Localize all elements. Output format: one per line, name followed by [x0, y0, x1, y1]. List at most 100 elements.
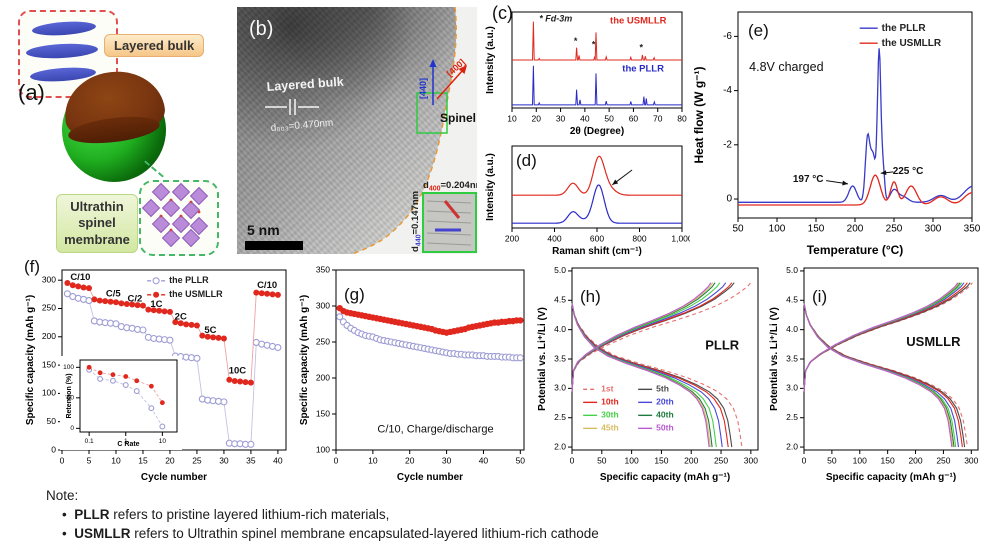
svg-text:40th: 40th: [656, 410, 673, 420]
svg-text:600: 600: [590, 233, 604, 243]
svg-text:-2: -2: [723, 139, 732, 150]
svg-text:50: 50: [827, 455, 837, 465]
svg-text:Potential vs. Li⁺/Li (V): Potential vs. Li⁺/Li (V): [537, 307, 548, 411]
svg-text:30: 30: [556, 113, 566, 123]
svg-text:4.0: 4.0: [786, 324, 798, 334]
spinel-text: Spinel: [440, 111, 476, 125]
svg-text:4.8V charged: 4.8V charged: [749, 60, 823, 74]
svg-text:1st: 1st: [601, 384, 613, 394]
panel-label-h: (h): [580, 287, 601, 306]
svg-text:0: 0: [570, 455, 575, 465]
svg-text:Temperature (°C): Temperature (°C): [807, 243, 904, 257]
svg-text:150: 150: [654, 455, 668, 465]
svg-text:*: *: [574, 36, 578, 46]
panel-a: Layered bulk (a): [4, 4, 234, 256]
svg-text:50: 50: [597, 455, 607, 465]
svg-text:PLLR: PLLR: [705, 338, 740, 353]
svg-text:3.0: 3.0: [786, 383, 798, 393]
svg-text:*: *: [639, 42, 643, 52]
svg-text:225 °C: 225 °C: [893, 166, 924, 177]
svg-text:250: 250: [42, 303, 56, 313]
svg-text:10: 10: [111, 455, 121, 465]
svg-text:60: 60: [629, 113, 639, 123]
svg-text:4.5: 4.5: [554, 295, 566, 305]
panel-label-i: (i): [812, 287, 828, 306]
bullet-icon: •: [62, 507, 67, 522]
svg-text:200: 200: [316, 372, 330, 382]
svg-text:C/2: C/2: [127, 293, 142, 304]
particle-sphere: [60, 66, 168, 182]
svg-text:30th: 30th: [601, 410, 618, 420]
svg-text:45th: 45th: [601, 423, 618, 433]
svg-text:Intensity (a.u.): Intensity (a.u.): [485, 153, 496, 221]
chart-raman: 200 400 600 800 1,000 Raman shift (cm⁻¹) Inten…: [482, 140, 690, 258]
svg-text:2.5: 2.5: [554, 412, 566, 422]
panel-label-c: (c): [492, 3, 513, 23]
svg-text:Cycle number: Cycle number: [141, 472, 207, 483]
svg-text:100: 100: [316, 444, 330, 454]
svg-text:150: 150: [881, 455, 895, 465]
svg-text:5.0: 5.0: [554, 265, 566, 275]
svg-text:50: 50: [67, 395, 75, 402]
svg-text:50: 50: [516, 455, 526, 465]
svg-text:0: 0: [51, 444, 56, 454]
svg-text:* Fd-3m: * Fd-3m: [539, 13, 572, 23]
hrtem-fringes: [426, 200, 472, 246]
note-bullet-1: • PLLR refers to pristine layered lithiu…: [62, 507, 390, 522]
svg-text:3.5: 3.5: [786, 353, 798, 363]
svg-text:197 °C: 197 °C: [793, 174, 824, 185]
svg-text:10: 10: [159, 438, 167, 445]
panel-label-a: (a): [18, 80, 45, 105]
spinel-inset-box: [139, 180, 219, 256]
svg-text:4.0: 4.0: [554, 324, 566, 334]
particle-edge-dashed: [351, 7, 457, 254]
direction-400-arrow: [436, 65, 467, 100]
svg-text:0: 0: [70, 425, 74, 432]
svg-text:300: 300: [316, 300, 330, 310]
note-title: Note:: [46, 488, 79, 503]
svg-text:the USMLLR: the USMLLR: [882, 38, 942, 49]
svg-text:the PLLR: the PLLR: [882, 23, 927, 34]
svg-text:200: 200: [684, 455, 698, 465]
svg-text:5.0: 5.0: [786, 265, 798, 275]
svg-text:100: 100: [42, 388, 56, 398]
svg-text:150: 150: [808, 223, 825, 234]
svg-text:100: 100: [625, 455, 639, 465]
svg-text:3.0: 3.0: [554, 383, 566, 393]
chart-cycling: 0 10 20 30 40 50 100 150 200 250 300 350 Cycle numbe…: [296, 258, 532, 484]
svg-text:C/10: C/10: [70, 272, 90, 283]
svg-text:30: 30: [219, 455, 229, 465]
svg-text:5th: 5th: [656, 384, 669, 394]
svg-text:Heat flow (W g⁻¹): Heat flow (W g⁻¹): [692, 67, 706, 164]
svg-text:40: 40: [479, 455, 489, 465]
svg-text:0: 0: [334, 455, 339, 465]
svg-text:250: 250: [316, 336, 330, 346]
svg-text:1C: 1C: [150, 299, 162, 310]
svg-text:400: 400: [547, 233, 561, 243]
svg-text:2.0: 2.0: [786, 441, 798, 451]
svg-text:100: 100: [63, 364, 74, 371]
chart-dsc: 50 100 150 200 250 300 350 0 -2 -4 -6 Temperature (…: [692, 4, 982, 258]
svg-text:80: 80: [677, 113, 687, 123]
scale-bar: [245, 241, 303, 250]
svg-text:50: 50: [604, 113, 614, 123]
svg-text:Cycle number: Cycle number: [397, 472, 463, 483]
svg-text:C/5: C/5: [106, 288, 122, 299]
svg-text:300: 300: [925, 223, 942, 234]
panel-label-d: (d): [516, 151, 537, 170]
panel-label-f: (f): [24, 257, 41, 276]
svg-text:15: 15: [138, 455, 148, 465]
svg-text:300: 300: [744, 455, 758, 465]
svg-text:3.5: 3.5: [554, 353, 566, 363]
svg-text:C Rate: C Rate: [117, 441, 139, 448]
svg-text:USMLLR: USMLLR: [906, 334, 961, 349]
direction-440-arrow: [429, 59, 437, 105]
svg-text:Specific capacity (mAh g⁻¹): Specific capacity (mAh g⁻¹): [600, 472, 730, 483]
svg-text:4.5: 4.5: [786, 295, 798, 305]
svg-text:50: 50: [732, 223, 744, 234]
svg-text:250: 250: [936, 455, 950, 465]
svg-text:10: 10: [507, 113, 517, 123]
svg-text:0: 0: [60, 455, 65, 465]
svg-text:Specific capacity (mAh g⁻¹): Specific capacity (mAh g⁻¹): [299, 295, 310, 425]
svg-text:-4: -4: [723, 85, 732, 96]
